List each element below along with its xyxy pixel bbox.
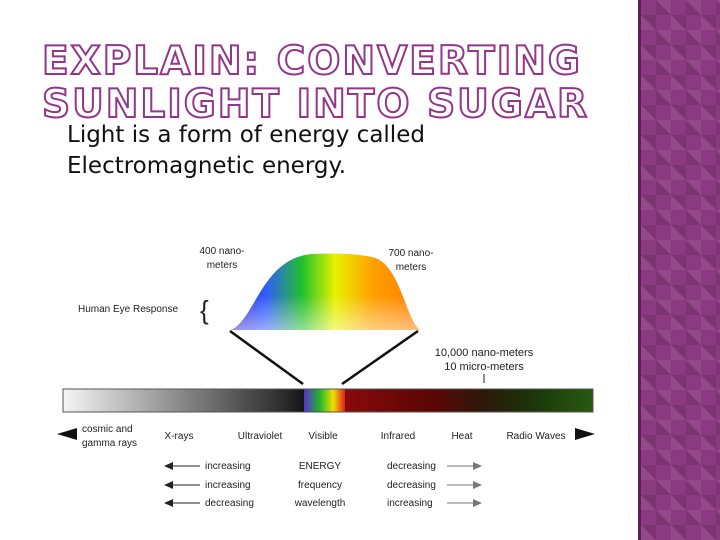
band-cosmic-line2: gamma rays <box>82 438 137 449</box>
band-radio: Radio Waves <box>506 431 565 442</box>
converge-line-left <box>229 329 304 386</box>
band-infrared: Infrared <box>381 431 415 442</box>
band-xrays: X-rays <box>165 431 194 442</box>
table-left-arrows <box>164 462 200 507</box>
converge-line-right <box>341 329 419 386</box>
label-700-line2: meters <box>396 262 427 273</box>
label-10000-line1: 10,000 nano-meters <box>435 347 534 359</box>
label-400-line1: 400 nano- <box>199 246 244 257</box>
band-heat: Heat <box>451 431 472 442</box>
table-middle-3: wavelength <box>294 498 346 509</box>
table-middle-1: ENERGY <box>299 461 342 472</box>
table-right-arrows <box>447 462 482 507</box>
label-700-line1: 700 nano- <box>388 248 433 259</box>
band-cosmic-line1: cosmic and <box>82 424 133 435</box>
label-eye-response: Human Eye Response <box>78 304 178 315</box>
band-visible: Visible <box>308 431 338 442</box>
label-400-line2: meters <box>207 260 238 271</box>
slide-body-text: Light is a form of energy called Electro… <box>67 122 425 179</box>
arrow-left-icon <box>57 428 77 440</box>
label-10000-line2: 10 micro-meters <box>444 361 524 373</box>
spectrum-bar <box>62 388 594 413</box>
table-right-3: increasing <box>387 498 433 509</box>
brace-symbol: { <box>200 295 209 325</box>
table-middle-2: frequency <box>298 480 342 491</box>
band-ultraviolet: Ultraviolet <box>238 431 283 442</box>
arrow-right-icon <box>575 428 595 440</box>
table-right-1: decreasing <box>387 461 436 472</box>
sidebar-edge <box>638 0 641 540</box>
slide-title: Explain: Converting Sunlight into Sugar <box>41 39 590 127</box>
decorative-sidebar <box>641 0 720 540</box>
table-right-2: decreasing <box>387 480 436 491</box>
table-left-2: increasing <box>205 480 251 491</box>
table-left-3: decreasing <box>205 498 254 509</box>
table-left-1: increasing <box>205 461 251 472</box>
